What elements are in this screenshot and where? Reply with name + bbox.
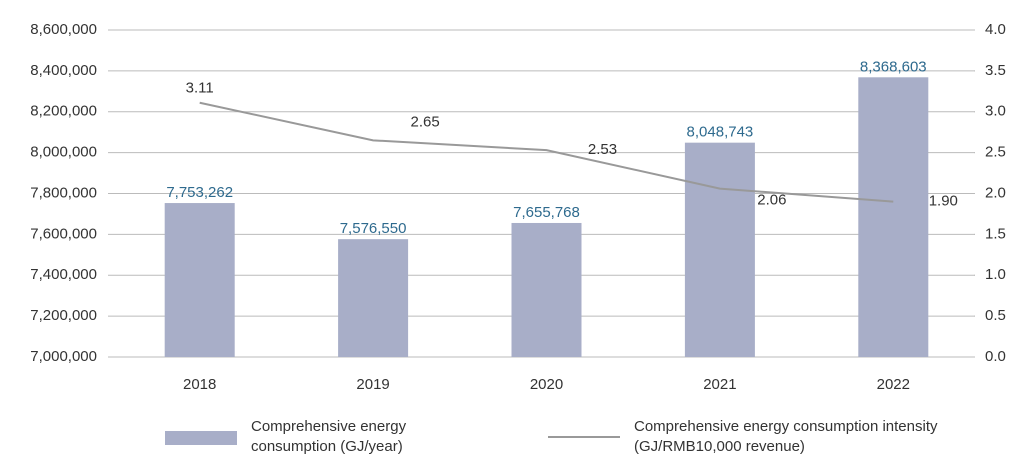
y2-tick-label: 0.5 bbox=[985, 307, 1006, 324]
y-tick-label: 7,200,000 bbox=[30, 307, 97, 324]
x-tick-label: 2021 bbox=[703, 376, 736, 393]
y2-tick-label: 2.5 bbox=[985, 144, 1006, 161]
bar bbox=[164, 203, 235, 357]
line-value-label: 2.06 bbox=[757, 192, 786, 209]
y2-tick-label: 2.0 bbox=[985, 184, 1006, 201]
bar-value-label: 7,753,262 bbox=[166, 184, 233, 201]
x-tick-label: 2018 bbox=[183, 376, 216, 393]
y-tick-label: 8,200,000 bbox=[30, 103, 97, 120]
y2-tick-label: 3.0 bbox=[985, 103, 1006, 120]
y-tick-label: 7,000,000 bbox=[30, 348, 97, 365]
line bbox=[199, 101, 894, 203]
line-value-label: 1.90 bbox=[929, 193, 958, 210]
y-tick-label: 8,600,000 bbox=[30, 21, 97, 38]
y-tick-label: 8,000,000 bbox=[30, 144, 97, 161]
legend-swatch bbox=[165, 431, 237, 445]
bar bbox=[684, 142, 755, 357]
legend-label: Comprehensive energy consumption (GJ/yea… bbox=[251, 418, 407, 455]
bar bbox=[858, 77, 929, 358]
x-tick-label: 2020 bbox=[530, 376, 563, 393]
line-value-label: 3.11 bbox=[186, 80, 214, 97]
y2-tick-label: 4.0 bbox=[985, 21, 1006, 38]
y2-tick-label: 1.5 bbox=[985, 225, 1006, 242]
bar-value-label: 7,655,768 bbox=[513, 204, 580, 221]
y-tick-label: 8,400,000 bbox=[30, 62, 97, 79]
y-tick-label: 7,400,000 bbox=[30, 266, 97, 283]
bar bbox=[338, 239, 409, 357]
bar-value-label: 8,048,743 bbox=[687, 124, 754, 141]
legend-label: Comprehensive energy consumption intensi… bbox=[634, 418, 938, 455]
y2-tick-label: 1.0 bbox=[985, 266, 1006, 283]
bar-value-label: 8,368,603 bbox=[860, 58, 927, 75]
y-tick-label: 7,800,000 bbox=[30, 184, 97, 201]
line-value-label: 2.53 bbox=[588, 141, 617, 158]
line-value-label: 2.65 bbox=[410, 113, 439, 130]
bar bbox=[511, 222, 582, 357]
x-tick-label: 2019 bbox=[356, 376, 389, 393]
y2-tick-label: 0.0 bbox=[985, 348, 1006, 365]
y-tick-label: 7,600,000 bbox=[30, 225, 97, 242]
x-tick-label: 2022 bbox=[877, 376, 910, 393]
y2-tick-label: 3.5 bbox=[985, 62, 1006, 79]
bar-value-label: 7,576,550 bbox=[340, 220, 407, 237]
